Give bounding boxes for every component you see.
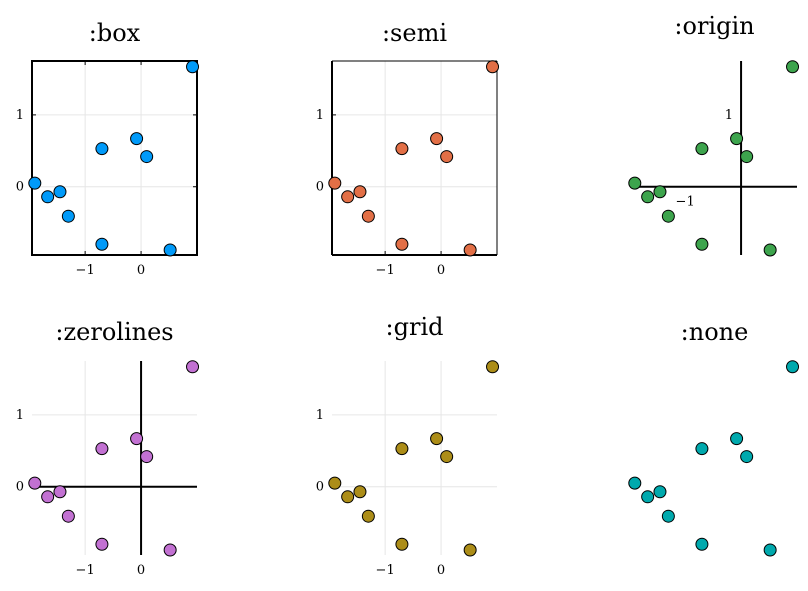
scatter-point (395, 442, 409, 456)
scatter-point (95, 142, 109, 156)
subplot-title: :semi (382, 19, 447, 47)
subplot-title: :none (681, 318, 749, 346)
scatter-point (463, 543, 477, 557)
y-tick-label: 0 (16, 480, 24, 495)
scatter-point (730, 132, 744, 146)
scatter-point (28, 476, 42, 490)
x-tick-label: −1 (676, 195, 695, 210)
scatter-point (53, 185, 67, 199)
scatter-point (641, 190, 655, 204)
y-tick-label: 0 (316, 480, 324, 495)
scatter-point (661, 509, 675, 523)
subplot-title: :box (89, 19, 141, 47)
scatter-point (353, 185, 367, 199)
subplot-origin: −1 1 :origin (628, 12, 800, 257)
scatter-point (95, 537, 109, 551)
scatter-point (486, 60, 500, 74)
scatter-point (786, 360, 800, 374)
y-tick-label: 1 (725, 108, 733, 123)
scatter-point (440, 450, 454, 464)
scatter-point (41, 490, 55, 504)
scatter-point (628, 476, 642, 490)
scatter-point (395, 142, 409, 156)
scatter-point (695, 537, 709, 551)
scatter-point (430, 432, 444, 446)
subplot-grid: −1 0 0 1 :grid (316, 313, 500, 578)
scatter-point (641, 490, 655, 504)
x-tick-label: 0 (137, 563, 145, 578)
scatter-point (463, 243, 477, 257)
scatter-point (95, 442, 109, 456)
scatter-point (130, 132, 144, 146)
scatter-point (140, 150, 154, 164)
y-tick-label: 0 (316, 180, 324, 195)
scatter-point (430, 132, 444, 146)
scatter-point (763, 243, 777, 257)
y-tick-label: 1 (316, 108, 324, 123)
scatter-point (361, 209, 375, 223)
subplot-none: :none (628, 318, 800, 557)
y-tick-label: 1 (16, 408, 24, 423)
scatter-point (186, 60, 200, 74)
scatter-point (653, 485, 667, 499)
scatter-point (61, 509, 75, 523)
x-tick-label: −1 (376, 263, 395, 278)
subplot-title: :zerolines (55, 318, 173, 346)
scatter-point (163, 543, 177, 557)
scatter-point (661, 209, 675, 223)
scatter-point (486, 360, 500, 374)
scatter-point (95, 237, 109, 251)
scatter-point (653, 185, 667, 199)
scatter-point (695, 142, 709, 156)
scatter-point (61, 209, 75, 223)
scatter-point (395, 237, 409, 251)
x-tick-label: −1 (76, 263, 95, 278)
scatter-point (328, 476, 342, 490)
subplot-title: :origin (674, 12, 754, 40)
scatter-point (786, 60, 800, 74)
scatter-point (163, 243, 177, 257)
x-tick-label: 0 (437, 563, 445, 578)
scatter-point (628, 176, 642, 190)
x-tick-label: 0 (437, 263, 445, 278)
scatter-point (186, 360, 200, 374)
scatter-point (41, 190, 55, 204)
y-tick-label: 1 (316, 408, 324, 423)
subplot-box: −1 0 0 1 :box (16, 19, 200, 278)
x-tick-label: −1 (376, 563, 395, 578)
scatter-point (740, 150, 754, 164)
x-tick-label: −1 (76, 563, 95, 578)
scatter-point (695, 237, 709, 251)
scatter-point (740, 450, 754, 464)
scatter-point (353, 485, 367, 499)
x-tick-label: 0 (137, 263, 145, 278)
scatter-point (695, 442, 709, 456)
subplot-title: :grid (386, 313, 444, 341)
scatter-point (361, 509, 375, 523)
scatter-point (440, 150, 454, 164)
scatter-point (140, 450, 154, 464)
scatter-point (763, 543, 777, 557)
y-tick-label: 1 (16, 108, 24, 123)
scatter-point (341, 490, 355, 504)
subplot-semi: −1 0 0 1 :semi (316, 19, 500, 278)
scatter-point (53, 485, 67, 499)
y-tick-label: 0 (16, 180, 24, 195)
scatter-point (395, 537, 409, 551)
frame-box (31, 60, 198, 256)
subplot-zerolines: −1 0 0 1 :zerolines (16, 318, 200, 578)
scatter-point (130, 432, 144, 446)
scatter-point (341, 190, 355, 204)
scatter-point (730, 432, 744, 446)
scatter-point (328, 176, 342, 190)
scatter-point (28, 176, 42, 190)
